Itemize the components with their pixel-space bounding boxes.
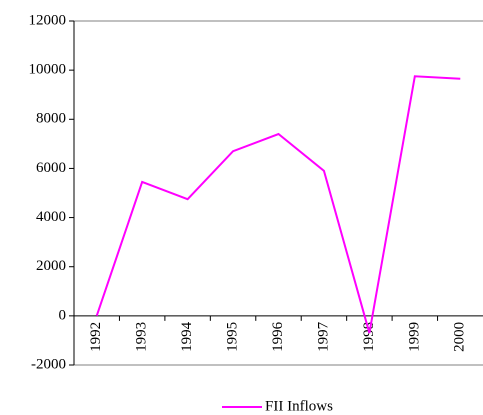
x-tick-label: 1992: [88, 322, 104, 352]
y-tick-label: 0: [59, 307, 67, 323]
y-tick-label: 4000: [36, 209, 66, 225]
x-tick-label: 1993: [134, 322, 150, 352]
y-tick-label: -2000: [31, 356, 66, 372]
y-tick-label: 10000: [29, 62, 67, 78]
data-line: [95, 75, 461, 334]
legend-label: FII Inflows: [265, 398, 333, 414]
x-tick-label: 2000: [452, 322, 468, 352]
y-tick-label: 2000: [36, 258, 66, 274]
x-tick-label: 1999: [406, 322, 422, 352]
x-tick-label: 1995: [224, 322, 240, 352]
y-tick-label: 8000: [36, 111, 66, 127]
y-tick-label: 12000: [29, 12, 67, 28]
x-tick-label: 1998: [361, 322, 377, 352]
x-tick-label: 1996: [270, 321, 286, 352]
x-tick-label: 1997: [315, 321, 331, 352]
x-tick-label: 1994: [179, 321, 195, 352]
y-tick-label: 6000: [36, 160, 66, 176]
